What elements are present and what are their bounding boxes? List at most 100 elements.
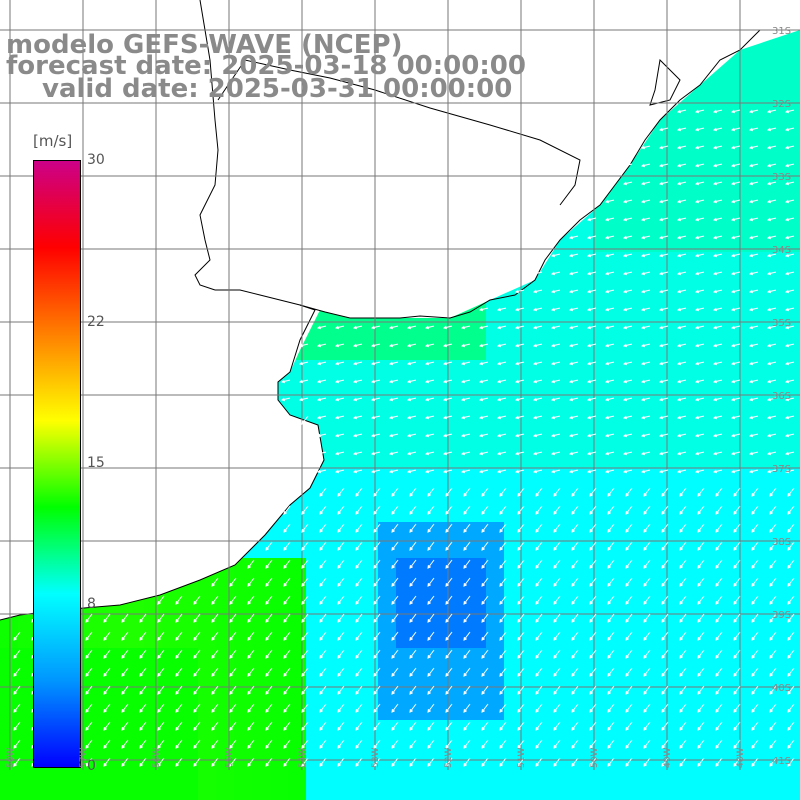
- wind-arrow: [355, 703, 363, 713]
- wind-arrow: [319, 667, 327, 677]
- wind-arrow: [535, 631, 543, 641]
- wind-arrow: [460, 379, 471, 384]
- speed-cell: [756, 720, 774, 738]
- speed-cell: [252, 576, 270, 594]
- wind-arrow: [445, 721, 453, 731]
- wind-arrow: [784, 325, 795, 330]
- wind-arrow: [694, 433, 705, 438]
- wind-arrow: [748, 433, 759, 438]
- speed-cell: [684, 792, 702, 800]
- wind-arrow: [229, 703, 237, 713]
- speed-cell: [252, 630, 270, 648]
- speed-cell: [774, 54, 792, 72]
- speed-cell: [792, 486, 800, 504]
- wind-arrow: [661, 721, 669, 731]
- wind-arrow: [229, 721, 237, 731]
- wind-arrow: [568, 361, 579, 366]
- wind-arrow: [517, 667, 525, 677]
- wind-arrow: [679, 523, 687, 533]
- wind-arrow: [334, 361, 345, 366]
- wind-arrow: [607, 487, 615, 497]
- speed-cell: [90, 612, 108, 630]
- wind-arrow: [355, 541, 363, 551]
- speed-cell: [162, 684, 180, 702]
- speed-cell: [270, 792, 288, 800]
- speed-cell: [414, 612, 432, 630]
- speed-cell: [558, 666, 576, 684]
- speed-cell: [558, 576, 576, 594]
- wind-arrow: [733, 487, 741, 497]
- wind-arrow: [589, 721, 597, 731]
- speed-cell: [486, 738, 504, 756]
- wind-arrow: [406, 469, 417, 474]
- wind-arrow: [733, 541, 741, 551]
- wind-arrow: [211, 667, 219, 677]
- wind-arrow: [625, 559, 633, 569]
- wind-arrow: [373, 505, 381, 515]
- wind-arrow: [766, 289, 777, 294]
- speed-cell: [144, 648, 162, 666]
- speed-cell: [756, 576, 774, 594]
- wind-arrow: [334, 343, 345, 348]
- wind-arrow: [334, 415, 345, 420]
- speed-cell: [792, 738, 800, 756]
- speed-cell: [702, 792, 720, 800]
- wind-arrow: [658, 415, 669, 420]
- speed-cell: [324, 558, 342, 576]
- wind-arrow: [643, 649, 651, 659]
- wind-arrow: [355, 577, 363, 587]
- wind-arrow: [604, 217, 615, 222]
- wind-arrow: [589, 541, 597, 551]
- wind-arrow: [424, 343, 435, 348]
- wind-arrow: [496, 379, 507, 384]
- wind-arrow: [427, 523, 435, 533]
- wind-arrow: [517, 505, 525, 515]
- wind-arrow: [607, 505, 615, 515]
- speed-cell: [432, 738, 450, 756]
- speed-cell: [450, 720, 468, 738]
- speed-cell: [720, 522, 738, 540]
- latitude-label: 34S: [772, 245, 792, 256]
- wind-arrow: [748, 145, 759, 150]
- wind-arrow: [694, 145, 705, 150]
- wind-arrow: [388, 397, 399, 402]
- speed-cell: [684, 774, 702, 792]
- speed-cell: [90, 774, 108, 792]
- wind-arrow: [319, 559, 327, 569]
- wind-arrow: [355, 505, 363, 515]
- speed-cell: [342, 774, 360, 792]
- wind-arrow: [445, 757, 453, 767]
- wind-arrow: [586, 253, 597, 258]
- wind-arrow: [730, 397, 741, 402]
- wind-arrow: [589, 523, 597, 533]
- colorbar-tick-label: 8: [87, 596, 96, 613]
- wind-arrow: [481, 685, 489, 695]
- wind-arrow: [640, 451, 651, 456]
- wind-arrow: [640, 199, 651, 204]
- speed-cell: [270, 738, 288, 756]
- wind-arrow: [640, 415, 651, 420]
- speed-cell: [702, 648, 720, 666]
- wind-arrow: [424, 415, 435, 420]
- wind-arrow: [679, 685, 687, 695]
- wind-arrow: [589, 667, 597, 677]
- speed-cell: [612, 576, 630, 594]
- wind-arrow: [427, 559, 435, 569]
- wind-arrow: [640, 271, 651, 276]
- latitude-label: 37S: [772, 464, 792, 475]
- wind-arrow: [766, 235, 777, 240]
- wind-arrow: [730, 271, 741, 276]
- wind-arrow: [553, 541, 561, 551]
- speed-cell: [144, 792, 162, 800]
- wind-arrow: [643, 703, 651, 713]
- wind-arrow: [658, 361, 669, 366]
- wind-arrow: [337, 667, 345, 677]
- wind-arrow: [622, 289, 633, 294]
- speed-cell: [486, 792, 504, 800]
- speed-cell: [522, 630, 540, 648]
- speed-cell: [648, 702, 666, 720]
- speed-cell: [630, 504, 648, 522]
- speed-cell: [90, 702, 108, 720]
- speed-cell: [792, 324, 800, 342]
- speed-cell: [468, 738, 486, 756]
